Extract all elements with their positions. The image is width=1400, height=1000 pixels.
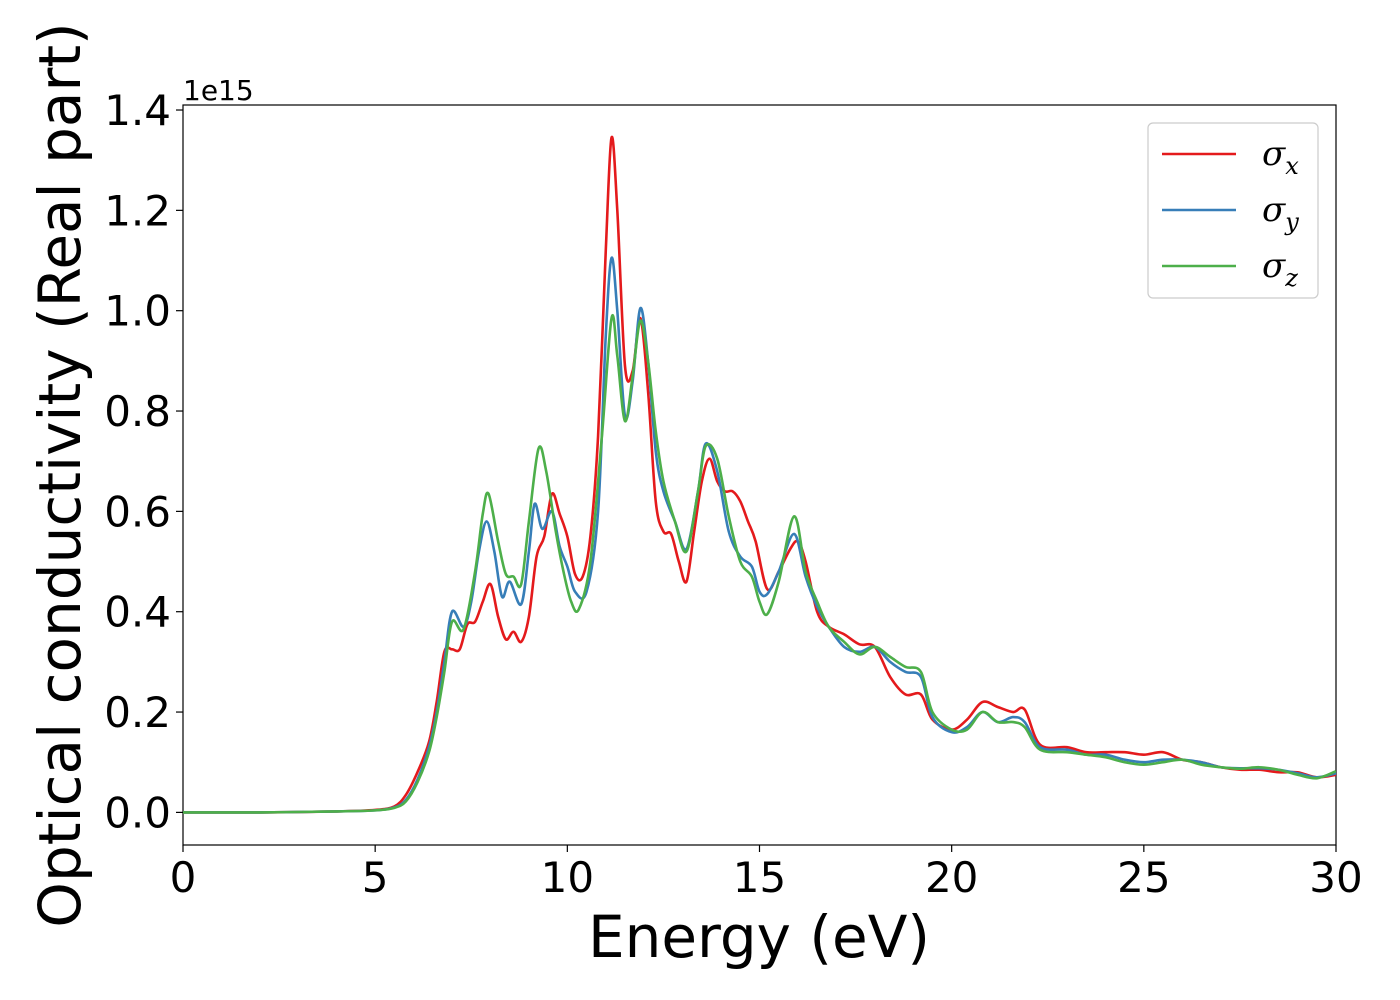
- x-axis: 0 5 10 15 20 25 30: [170, 845, 1363, 902]
- x-tick-label: 10: [541, 853, 594, 902]
- y-axis: 0.0 0.2 0.4 0.6 0.8 1.0 1.2 1.4: [104, 86, 183, 837]
- y-tick-label: 0.0: [104, 788, 171, 837]
- series-line-sigma-x: [183, 135, 1336, 814]
- series-layer: [183, 135, 1336, 814]
- x-tick-label: 30: [1309, 853, 1362, 902]
- y-tick-label: 0.4: [104, 588, 171, 637]
- x-tick-label: 15: [733, 853, 786, 902]
- y-tick-label: 1.4: [104, 86, 171, 135]
- y-tick-label: 0.2: [104, 688, 171, 737]
- y-tick-label: 1.2: [104, 186, 171, 235]
- x-axis-title: Energy (eV): [588, 903, 930, 971]
- y-tick-label: 1.0: [104, 287, 171, 336]
- y-tick-label: 0.8: [104, 387, 171, 436]
- y-axis-title: Optical conductivity (Real part): [26, 22, 94, 927]
- x-tick-label: 0: [170, 853, 197, 902]
- x-tick-label: 25: [1117, 853, 1170, 902]
- y-offset-label: 1e15: [183, 74, 254, 107]
- y-tick-label: 0.6: [104, 487, 171, 536]
- x-tick-label: 20: [925, 853, 978, 902]
- legend-label-sigma-y: σy: [1262, 190, 1299, 236]
- plot-frame: [182, 104, 1337, 846]
- x-tick-label: 5: [362, 853, 389, 902]
- series-line-sigma-z: [183, 314, 1336, 814]
